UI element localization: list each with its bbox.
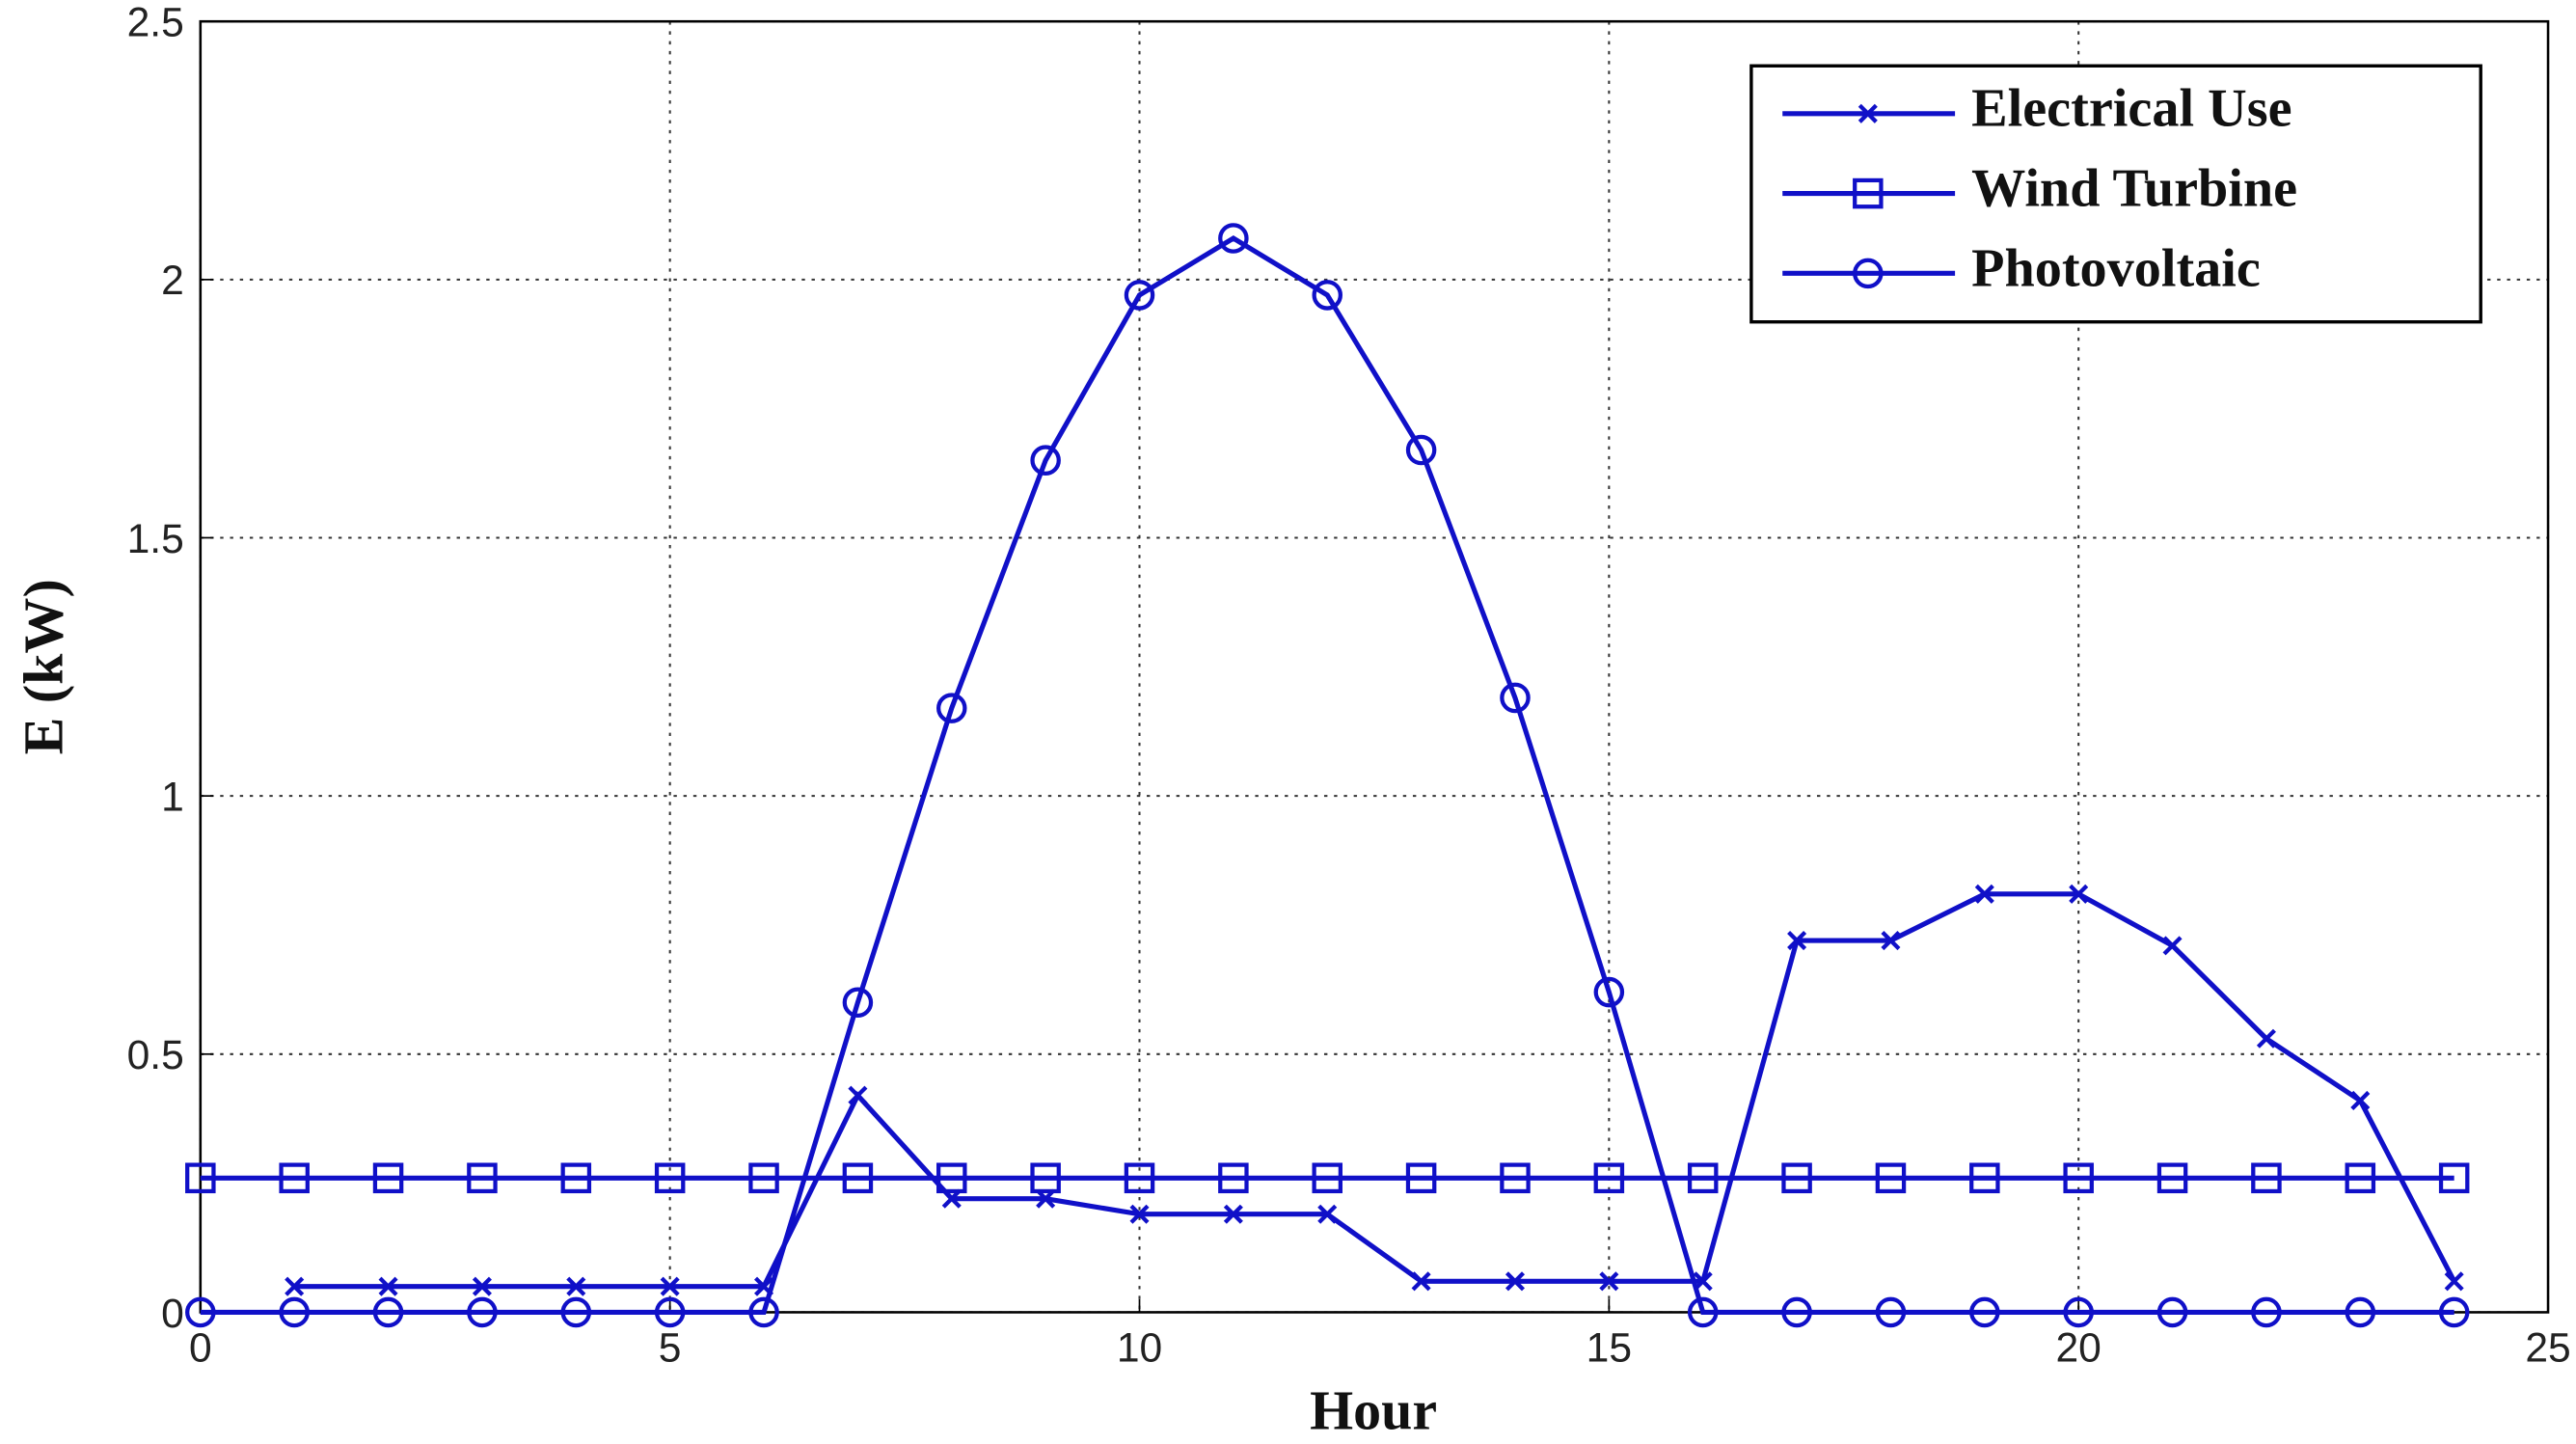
marker — [1030, 445, 1061, 476]
marker — [185, 1162, 216, 1194]
legend-label: Wind Turbine — [1971, 158, 2297, 218]
series-line — [200, 235, 2454, 1316]
marker — [2156, 1296, 2188, 1328]
marker — [2350, 1090, 2371, 1111]
marker — [1857, 103, 1878, 123]
marker — [1969, 1162, 2000, 1194]
marker — [2345, 1162, 2376, 1194]
marker — [2063, 1162, 2094, 1194]
marker — [1881, 930, 1901, 951]
marker — [1593, 1162, 1625, 1194]
marker — [1218, 1162, 1249, 1194]
x-tick-label: 0 — [189, 1325, 212, 1372]
marker — [842, 1162, 874, 1194]
marker — [2438, 1162, 2470, 1194]
marker — [2069, 884, 2089, 904]
marker — [1500, 682, 1531, 714]
marker — [1312, 280, 1343, 311]
marker — [372, 1296, 404, 1328]
marker — [1593, 976, 1625, 1008]
marker — [842, 987, 874, 1019]
marker — [936, 693, 967, 723]
y-tick-label: 2.5 — [127, 0, 184, 46]
marker — [566, 1276, 586, 1296]
marker — [1312, 1162, 1343, 1194]
marker — [1687, 1296, 1719, 1328]
marker — [1853, 258, 1884, 289]
marker — [467, 1162, 498, 1194]
marker — [1853, 177, 1884, 209]
y-tick-label: 2 — [161, 258, 184, 304]
marker — [1317, 1204, 1338, 1224]
marker — [2251, 1162, 2282, 1194]
marker — [1030, 1162, 1061, 1194]
marker — [1500, 1162, 1531, 1194]
marker — [848, 1085, 868, 1105]
marker — [185, 1296, 216, 1328]
marker — [1969, 1296, 2000, 1328]
marker — [472, 1276, 492, 1296]
legend-label: Electrical Use — [1971, 79, 2291, 139]
y-axis-label: E (kW) — [13, 579, 75, 754]
marker — [1599, 1271, 1619, 1292]
marker — [1411, 1271, 1431, 1292]
marker — [1781, 1162, 1812, 1194]
marker — [279, 1162, 310, 1194]
marker — [2345, 1296, 2376, 1328]
marker — [2063, 1296, 2094, 1328]
x-axis-label: Hour — [1310, 1379, 1437, 1442]
marker — [654, 1162, 686, 1194]
marker — [2251, 1296, 2282, 1328]
marker — [936, 1162, 967, 1194]
marker — [1974, 884, 1994, 904]
legend: Electrical Use Wind Turbine Photovoltaic — [1749, 64, 2482, 324]
marker — [1124, 280, 1155, 311]
marker — [1129, 1204, 1150, 1224]
marker — [1218, 223, 1249, 254]
marker — [560, 1296, 592, 1328]
plot-frame — [199, 19, 2550, 1314]
marker — [1124, 1162, 1155, 1194]
legend-label: Photovoltaic — [1971, 238, 2261, 298]
x-tick-label: 15 — [1586, 1325, 1632, 1372]
marker — [2444, 1271, 2464, 1292]
marker — [660, 1276, 680, 1296]
marker — [1781, 1296, 1812, 1328]
marker — [2162, 936, 2183, 956]
x-tick-label: 5 — [659, 1325, 682, 1372]
y-tick-label: 0 — [161, 1291, 184, 1337]
marker — [1405, 434, 1437, 466]
marker — [2156, 1162, 2188, 1194]
x-tick-label: 10 — [1117, 1325, 1162, 1372]
marker — [1787, 930, 1807, 951]
y-tick-label: 1 — [161, 774, 184, 820]
marker — [1687, 1162, 1719, 1194]
y-tick-label: 0.5 — [127, 1032, 184, 1078]
marker — [1505, 1271, 1526, 1292]
marker — [560, 1162, 592, 1194]
marker — [2438, 1296, 2470, 1328]
x-tick-label: 20 — [2056, 1325, 2101, 1372]
marker — [1875, 1162, 1907, 1194]
marker — [1405, 1162, 1437, 1194]
marker — [748, 1296, 779, 1328]
y-tick-label: 1.5 — [127, 516, 184, 562]
marker — [279, 1296, 310, 1328]
series-line — [294, 891, 2456, 1290]
marker — [654, 1296, 686, 1328]
marker — [372, 1162, 404, 1194]
marker — [285, 1276, 305, 1296]
marker — [1223, 1204, 1243, 1224]
marker — [2256, 1028, 2276, 1049]
marker — [1875, 1296, 1907, 1328]
marker — [378, 1276, 398, 1296]
x-tick-label: 25 — [2525, 1325, 2570, 1372]
marker — [748, 1162, 779, 1194]
marker — [467, 1296, 498, 1328]
